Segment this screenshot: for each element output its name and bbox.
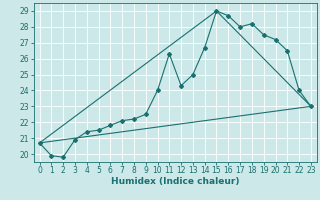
- X-axis label: Humidex (Indice chaleur): Humidex (Indice chaleur): [111, 177, 239, 186]
